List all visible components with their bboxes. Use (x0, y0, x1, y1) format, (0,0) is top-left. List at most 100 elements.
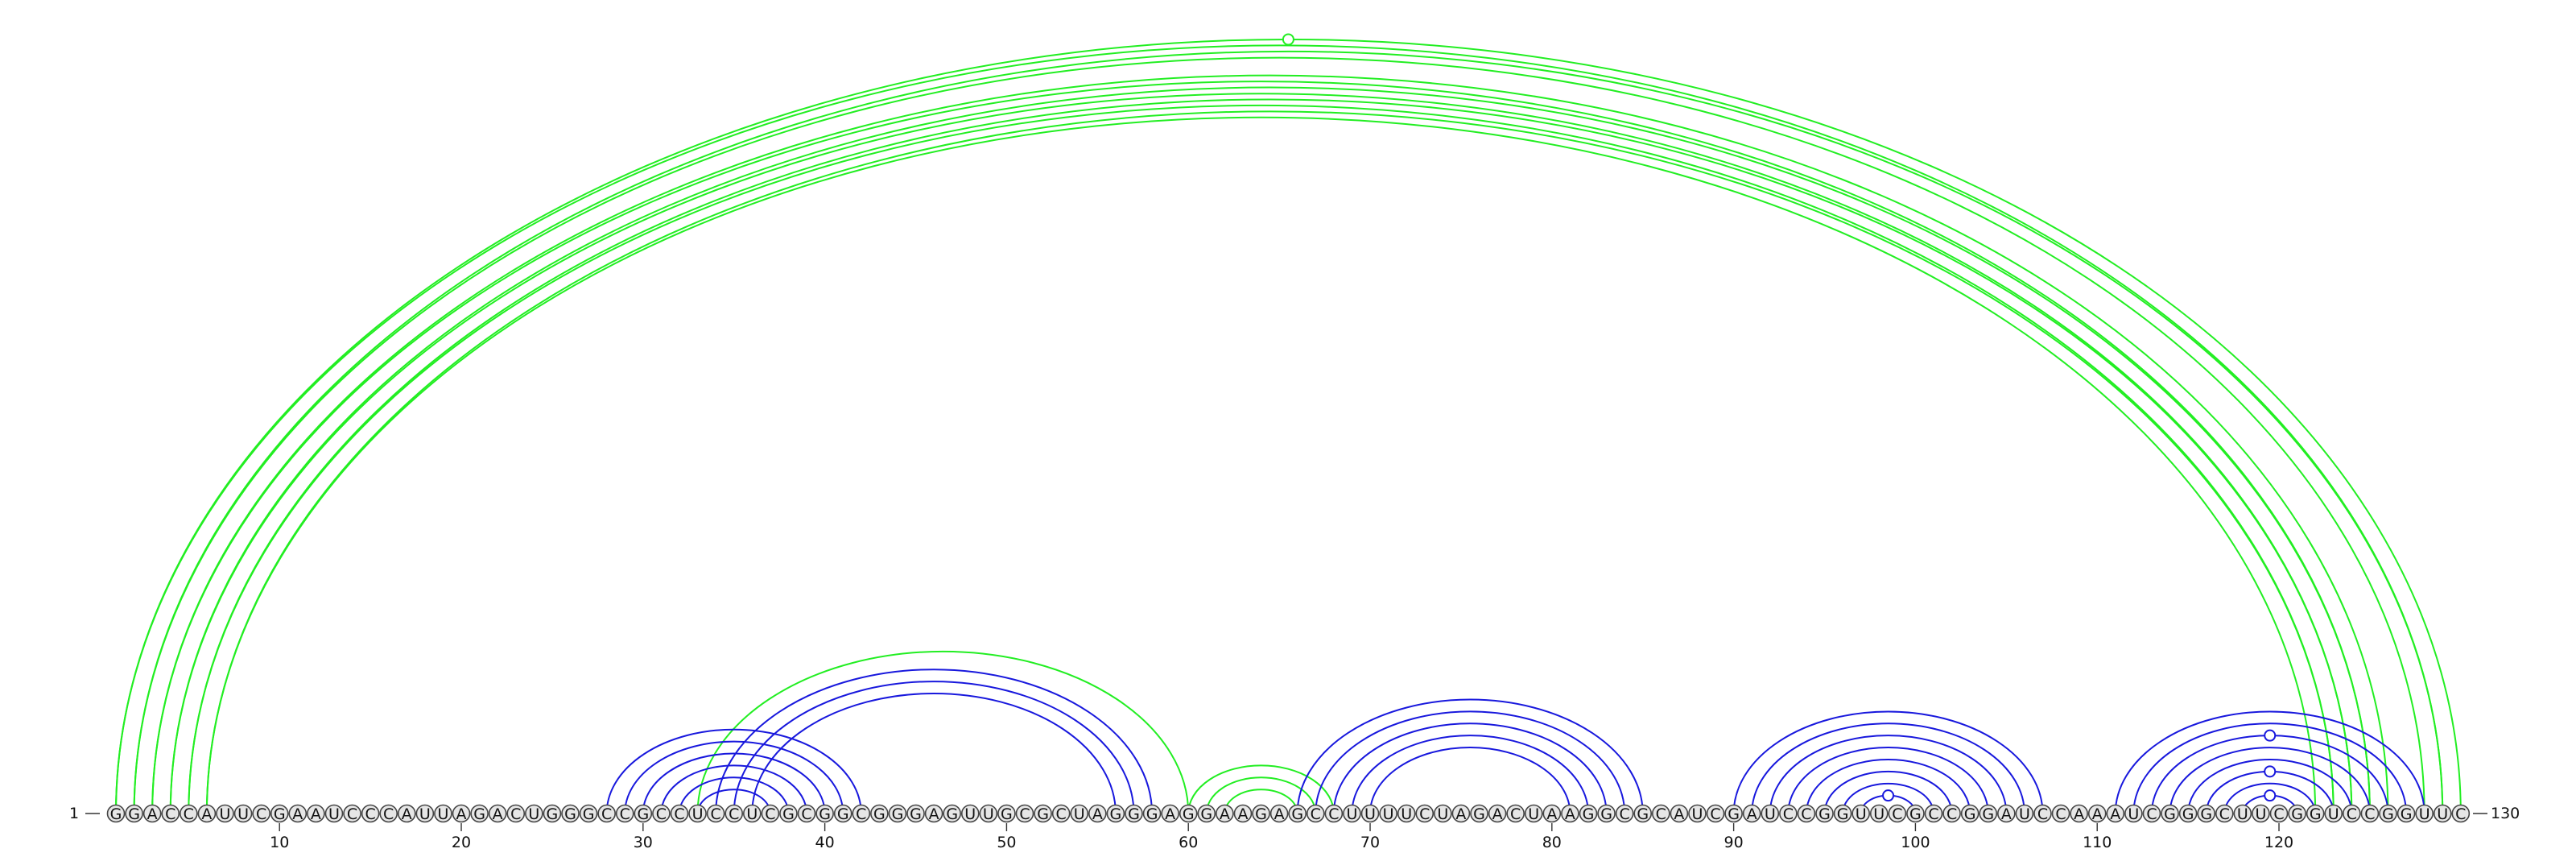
nucleotide-78: C (1510, 805, 1521, 823)
apex-marker-5 (2264, 729, 2277, 742)
nucleotide-76: G (1473, 805, 1485, 823)
nucleotide-60: G (1183, 805, 1195, 823)
nucleotide-52-circle (1034, 804, 1052, 823)
nucleotide-74: U (1437, 805, 1448, 823)
nucleotide-82-circle (1579, 804, 1598, 823)
nucleotide-64-circle (1252, 804, 1270, 823)
nucleotide-121: G (2291, 805, 2303, 823)
nucleotide-62: A (1220, 805, 1230, 823)
nucleotide-91: A (1747, 805, 1757, 823)
arc-layer (115, 38, 2462, 814)
nucleotide-105: A (2001, 805, 2012, 823)
nucleotide-107: C (2037, 805, 2048, 823)
nucleotide-38-circle (779, 804, 798, 823)
nucleotide-95-circle (1815, 804, 1834, 823)
nucleotide-36: U (746, 805, 758, 823)
nucleotide-56-circle (1106, 804, 1125, 823)
nucleotide-54-circle (1070, 804, 1089, 823)
nucleotide-87: A (1674, 805, 1684, 823)
nucleotide-111: A (2110, 805, 2120, 823)
nucleotide-106: U (2019, 805, 2030, 823)
nucleotide-10-circle (270, 804, 289, 823)
nucleotide-50-circle (997, 804, 1016, 823)
nucleotide-93: C (1783, 805, 1794, 823)
nucleotide-32: C (674, 805, 684, 823)
nucleotide-18: U (419, 805, 431, 823)
nucleotide-41-circle (833, 804, 852, 823)
nucleotide-17-circle (397, 804, 416, 823)
arc-68-83 (1332, 722, 1608, 814)
nucleotide-112: U (2128, 805, 2139, 823)
nucleotide-12-circle (307, 804, 325, 823)
nucleotide-28: C (601, 805, 612, 823)
nucleotide-65: A (1274, 805, 1285, 823)
nucleotide-62-circle (1216, 804, 1234, 823)
nucleotide-25-circle (543, 804, 562, 823)
nucleotide-23: C (510, 805, 521, 823)
nucleotide-19-circle (434, 804, 452, 823)
nucleotide-16-circle (379, 804, 398, 823)
nucleotide-103-circle (1960, 804, 1979, 823)
nucleotide-53-circle (1051, 804, 1071, 823)
nucleotide-38: G (782, 805, 795, 823)
nucleotide-37: C (765, 805, 775, 823)
nucleotide-117-circle (2215, 804, 2234, 823)
nucleotide-108: C (2055, 805, 2066, 823)
nucleotide-104: G (1982, 805, 1994, 823)
nucleotide-43: G (873, 805, 886, 823)
nucleotide-110-circle (2087, 804, 2107, 823)
arc-4-124 (169, 93, 2353, 814)
nucleotide-73: C (1419, 805, 1430, 823)
nucleotide-8: U (237, 805, 249, 823)
nucleotide-88-circle (1688, 804, 1707, 823)
nucleotide-123: U (2328, 805, 2339, 823)
nucleotide-1-circle (106, 804, 126, 823)
nucleotide-109-circle (2070, 804, 2088, 823)
nucleotide-129: U (2437, 805, 2448, 823)
arc-4-125 (169, 86, 2371, 814)
nucleotide-89-circle (1706, 804, 1725, 823)
nucleotide-27-circle (579, 804, 598, 823)
nucleotide-15: C (365, 805, 375, 823)
nucleotide-124-circle (2343, 804, 2361, 823)
nucleotide-45-circle (906, 804, 925, 823)
arc-6-123 (205, 110, 2334, 814)
arc-111-128 (2114, 710, 2425, 814)
nucleotide-50: G (1001, 805, 1013, 823)
nucleotide-130: C (2455, 805, 2466, 823)
nucleotide-48-circle (960, 804, 980, 823)
nucleotide-13: U (328, 805, 340, 823)
nucleotide-94-circle (1797, 804, 1816, 823)
nucleotide-44-circle (888, 804, 907, 823)
nucleotide-83: G (1600, 805, 1612, 823)
nucleotide-116-circle (2197, 804, 2215, 823)
nucleotide-5: C (184, 805, 194, 823)
arc-69-82 (1351, 735, 1589, 814)
nucleotide-10: G (274, 805, 286, 823)
nucleotide-40-circle (815, 804, 834, 823)
sequence-backbone: 1 130 (69, 805, 2520, 822)
nucleotide-20: A (456, 805, 467, 823)
nucleotide-84-circle (1615, 804, 1634, 823)
nucleotide-81: A (1565, 805, 1575, 823)
nucleotide-22: A (493, 805, 503, 823)
nucleotide-102: C (1946, 805, 1957, 823)
nucleotide-16: C (383, 805, 394, 823)
nucleotide-43-circle (870, 804, 889, 823)
nucleotide-100: G (1909, 805, 1922, 823)
nucleotide-15-circle (361, 804, 380, 823)
nucleotide-93-circle (1779, 804, 1798, 823)
arc-33-60 (696, 650, 1190, 814)
position-axis: 10 20 30 40 50 60 70 80 90 100 110 120 (270, 823, 2293, 851)
nucleotide-31-circle (652, 804, 671, 823)
nucleotide-44: G (892, 805, 904, 823)
nucleotide-124: C (2347, 805, 2357, 823)
nucleotide-47-circle (943, 804, 961, 823)
nucleotide-73-circle (1415, 804, 1435, 823)
nucleotide-21-circle (470, 804, 489, 823)
arc-117-122 (2223, 782, 2317, 814)
nucleotide-12: A (311, 805, 321, 823)
nucleotide-32-circle (670, 804, 689, 823)
arc-92-105 (1769, 735, 2008, 814)
